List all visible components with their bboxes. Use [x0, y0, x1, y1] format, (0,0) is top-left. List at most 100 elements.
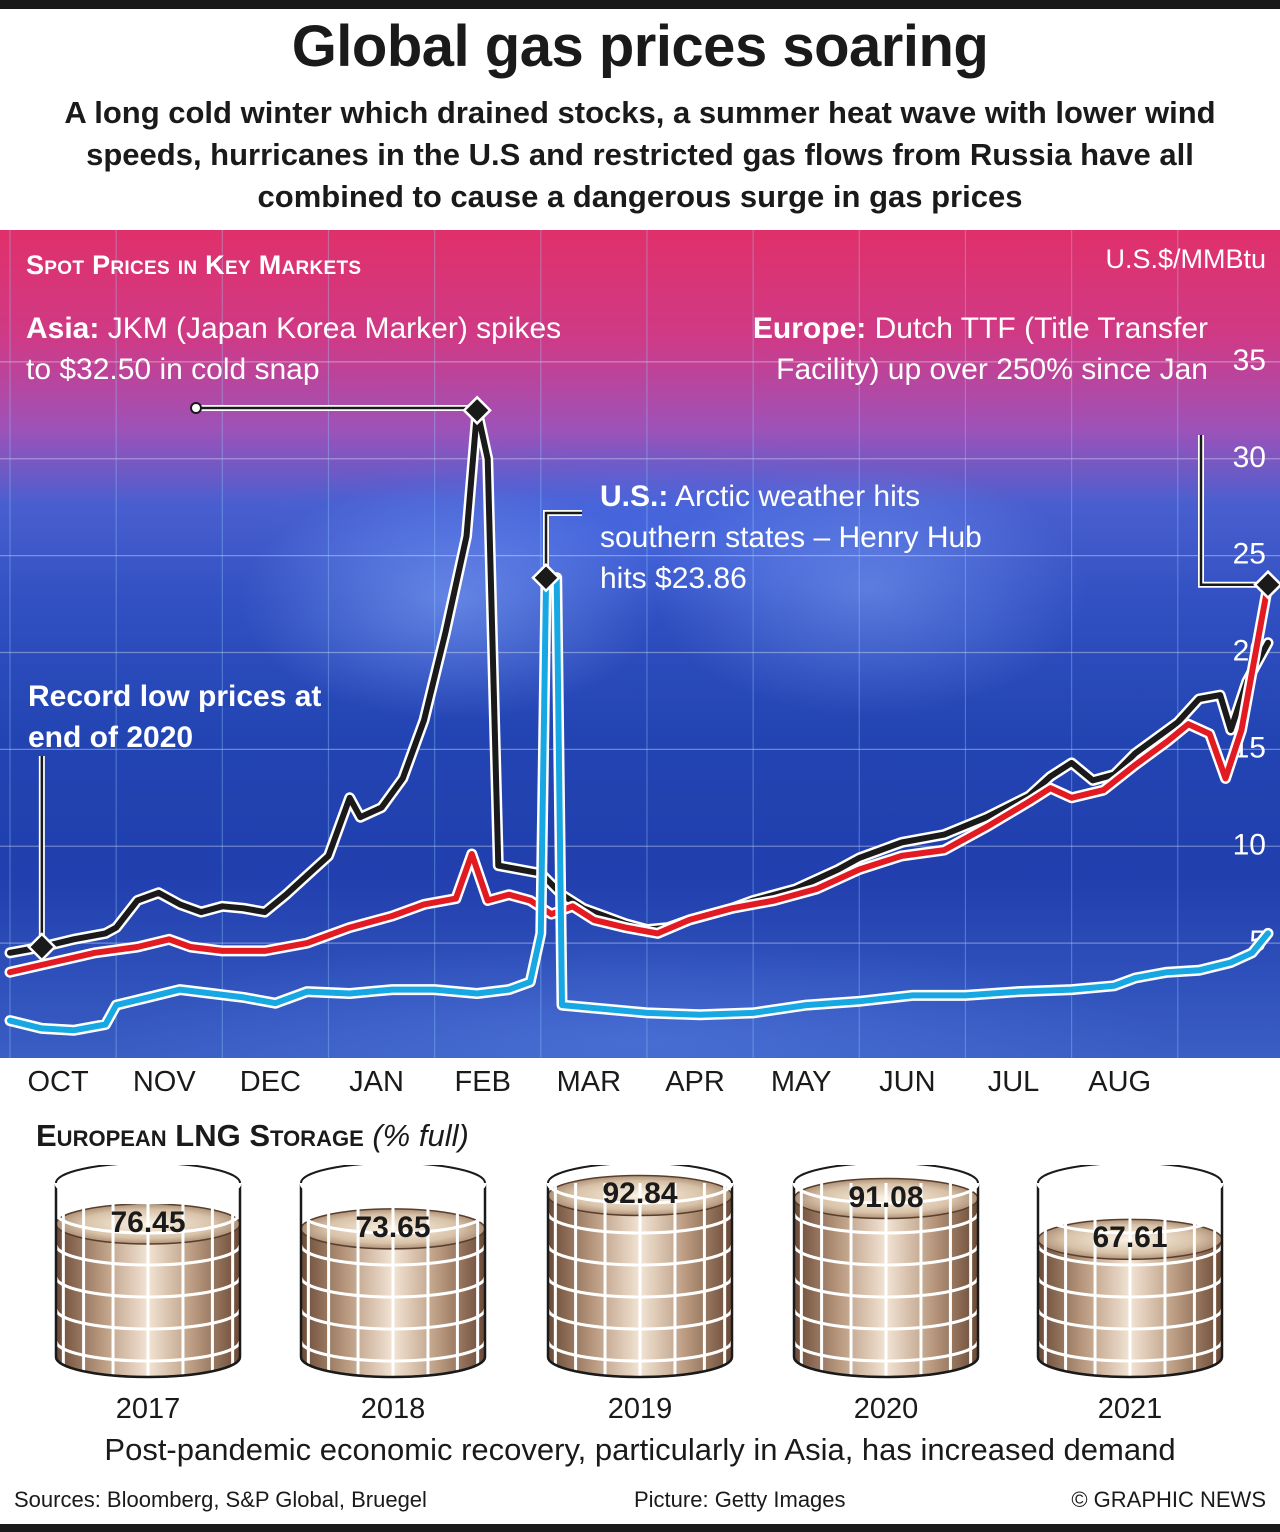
- tank-ring: [546, 1276, 734, 1299]
- tank-ring: [54, 1212, 242, 1235]
- us-annotation-text: Arctic weather hits southern states – He…: [600, 480, 982, 595]
- footnote: Post-pandemic economic recovery, particu…: [104, 1432, 1176, 1467]
- series-halo: [4, 572, 1274, 1036]
- tank-year-label: 2018: [360, 1393, 426, 1425]
- tank-ring: [54, 1308, 242, 1331]
- tank-2019: [546, 1165, 734, 1379]
- europe-end-marker: [1253, 569, 1280, 600]
- top-rule: [0, 0, 1280, 9]
- tank-front-rim: [54, 1182, 242, 1205]
- tank-ring: [792, 1276, 980, 1299]
- tank-2020: [792, 1165, 980, 1379]
- tank-2017: [54, 1165, 242, 1379]
- month-label: DEC: [239, 1066, 302, 1098]
- copyright-credit: © GRAPHIC NEWS: [1071, 1487, 1266, 1512]
- page-subtitle: A long cold winter which drained stocks,…: [64, 95, 1216, 214]
- lng-storage-tanks: 76.45 2017 73.65 2018 92.84 2019 91.08 2020 67.6…: [0, 1165, 1280, 1435]
- tank-ring: [1036, 1212, 1224, 1235]
- tank-ring: [299, 1276, 487, 1299]
- europe-leader-line: [1199, 435, 1268, 586]
- series-line-europe-ttf: [7, 581, 1271, 976]
- month-label: OCT: [27, 1066, 89, 1098]
- y-tick-label: 35: [1233, 344, 1266, 377]
- asia-peak-marker: [462, 395, 492, 426]
- y-tick-label: 30: [1233, 441, 1266, 474]
- bottom-rule: [0, 1524, 1280, 1532]
- tank-ring: [54, 1340, 242, 1363]
- tank-ring: [299, 1308, 487, 1331]
- tank-ring: [546, 1308, 734, 1331]
- us-peak-marker: [531, 562, 561, 593]
- tank-value-label: 67.61: [1092, 1221, 1168, 1255]
- tank-value-label: 73.65: [355, 1210, 431, 1244]
- chart-unit-label: U.S.$/MMBtu: [1105, 244, 1266, 274]
- picture-credit: Picture: Getty Images: [634, 1487, 846, 1512]
- month-label: JUL: [987, 1066, 1040, 1098]
- europe-annotation-text: Dutch TTF (Title Transfer Facility) up o…: [776, 312, 1208, 386]
- tank-outline: [299, 1183, 487, 1379]
- tank-ring: [54, 1244, 242, 1267]
- tank-ring: [299, 1212, 487, 1235]
- month-label: JAN: [349, 1066, 404, 1098]
- asia-annotation: Asia: JKM (Japan Korea Marker) spikes to…: [26, 308, 586, 390]
- record-low-marker: [27, 932, 57, 962]
- tank-year-label: 2020: [853, 1393, 919, 1425]
- tank-ring: [1036, 1340, 1224, 1363]
- tank-outline: [792, 1183, 980, 1379]
- tank-year-label: 2021: [1097, 1393, 1163, 1425]
- spot-price-chart: 5 10 15 20 25 30 35 Spot Prices in Key Markets…: [0, 230, 1280, 1058]
- tank-value-label: 76.45: [110, 1205, 186, 1239]
- lng-unit-note: (% full): [363, 1118, 469, 1153]
- page-title: Global gas prices soaring: [291, 14, 989, 79]
- tank-outline: [546, 1183, 734, 1379]
- europe-annotation-label: Europe:: [752, 312, 867, 345]
- us-annotation: U.S.: Arctic weather hits southern state…: [600, 476, 1020, 599]
- tank-year-label: 2017: [115, 1393, 181, 1425]
- asia-leader-dot: [190, 402, 202, 414]
- month-label: MAR: [556, 1066, 622, 1098]
- tank-front-rim: [299, 1182, 487, 1205]
- chart-heading: Spot Prices in Key Markets: [26, 250, 362, 280]
- tank-year-label: 2019: [607, 1393, 673, 1425]
- series-line-u-s-henry-hub: [7, 574, 1271, 1034]
- record-low-annotation: Record low prices at end of 2020: [28, 680, 322, 754]
- tank-ring: [792, 1244, 980, 1267]
- month-label: APR: [665, 1066, 725, 1098]
- lng-heading: European LNG Storage (% full): [36, 1118, 469, 1154]
- tank-ring: [1036, 1244, 1224, 1267]
- month-label: AUG: [1088, 1066, 1152, 1098]
- tank-2018: [299, 1165, 487, 1379]
- tank-ring: [299, 1340, 487, 1363]
- month-axis: OCT NOV DEC JAN FEB MAR APR MAY JUN JUL AUG: [0, 1062, 1280, 1106]
- asia-annotation-label: Asia:: [26, 312, 100, 345]
- tank-ring: [299, 1244, 487, 1267]
- us-leader-line-halo: [543, 510, 582, 578]
- tank-ring: [792, 1308, 980, 1331]
- tank-ring: [54, 1276, 242, 1299]
- month-label: JUN: [879, 1066, 936, 1098]
- tank-front-rim: [546, 1182, 734, 1205]
- us-annotation-label: U.S.:: [600, 480, 669, 513]
- tank-outline: [54, 1183, 242, 1379]
- europe-annotation: Europe: Dutch TTF (Title Transfer Facili…: [748, 308, 1208, 390]
- tank-ring: [1036, 1276, 1224, 1299]
- tank-ring: [792, 1212, 980, 1235]
- tank-ring: [792, 1340, 980, 1363]
- month-label: FEB: [454, 1066, 511, 1098]
- tank-front-rim: [792, 1182, 980, 1205]
- tank-ring: [1036, 1308, 1224, 1331]
- lng-heading-title: European LNG Storage: [36, 1118, 364, 1153]
- credits: Sources: Bloomberg, S&P Global, Bruegel …: [14, 1487, 1266, 1521]
- sources-credit: Sources: Bloomberg, S&P Global, Bruegel: [14, 1487, 427, 1512]
- tank-ring: [546, 1244, 734, 1267]
- tank-ring: [546, 1340, 734, 1363]
- tank-value-label: 91.08: [848, 1180, 924, 1214]
- tank-2021: [1036, 1165, 1224, 1379]
- tank-front-rim: [1036, 1182, 1224, 1205]
- us-leader-line: [544, 511, 582, 578]
- y-tick-label: 25: [1233, 538, 1266, 571]
- y-tick-label: 10: [1233, 828, 1266, 861]
- tank-drawings: [54, 1165, 1224, 1379]
- tank-outline: [1036, 1183, 1224, 1379]
